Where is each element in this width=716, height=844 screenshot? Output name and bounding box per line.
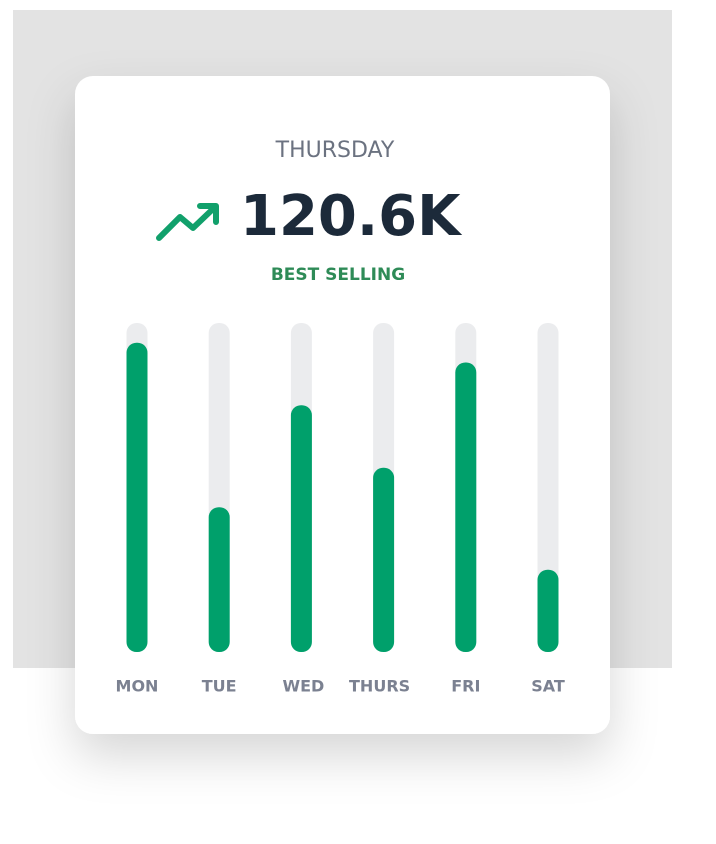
trend-icon bbox=[156, 203, 219, 241]
bar bbox=[537, 569, 559, 652]
bar bbox=[208, 507, 230, 652]
subtitle: BEST SELLING bbox=[271, 265, 405, 285]
bar bbox=[373, 467, 395, 652]
x-tick-label: TUE bbox=[202, 677, 237, 696]
x-tick-label: THURS bbox=[349, 677, 410, 696]
card-title: THURSDAY bbox=[275, 138, 395, 163]
x-tick-label: FRI bbox=[451, 677, 480, 696]
headline-value: 120.6K bbox=[240, 184, 463, 249]
bar bbox=[290, 405, 312, 652]
x-tick-label: SAT bbox=[531, 677, 565, 696]
bar-track bbox=[537, 323, 559, 652]
card bbox=[75, 76, 610, 734]
x-tick-label: MON bbox=[116, 677, 159, 696]
bar bbox=[455, 362, 477, 652]
x-tick-label: WED bbox=[282, 677, 324, 696]
bar bbox=[126, 342, 148, 652]
